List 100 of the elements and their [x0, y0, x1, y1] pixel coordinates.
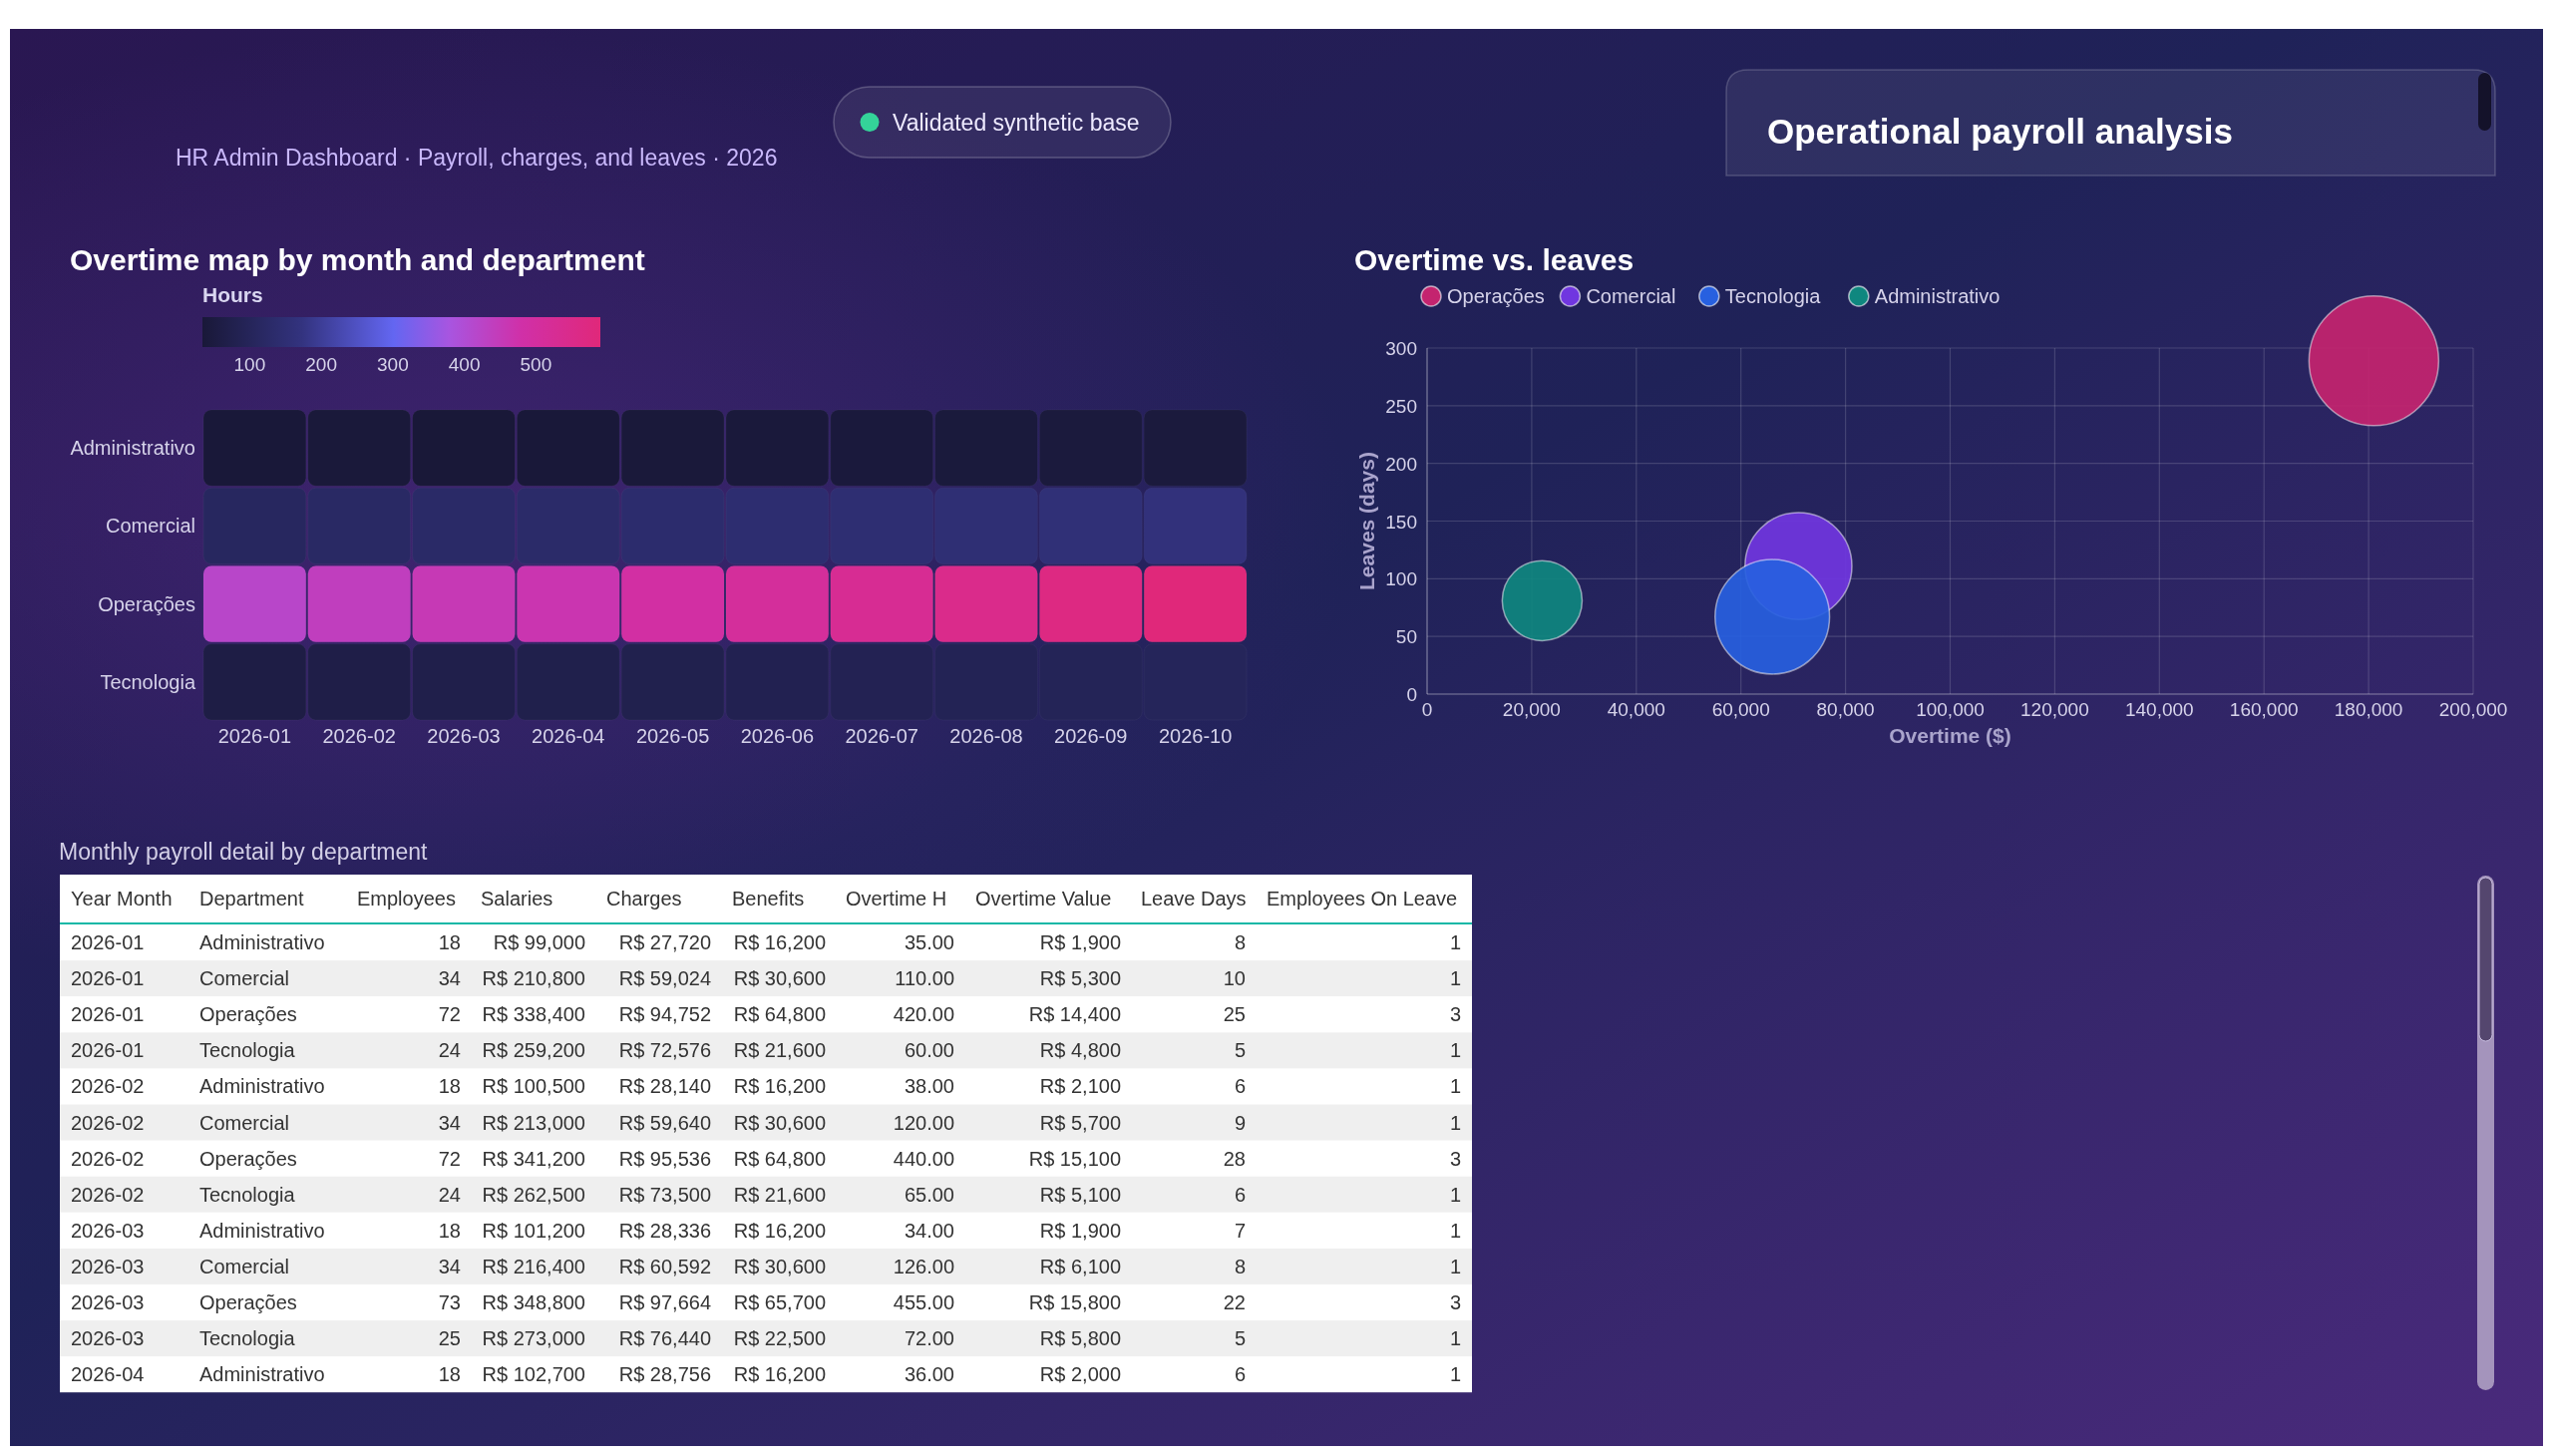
text: 1: [1449, 1111, 1461, 1134]
text: 5: [1234, 1327, 1246, 1350]
text: Administrativo: [199, 931, 325, 953]
y-tick-label: 150: [1385, 511, 1417, 533]
text: 34: [438, 1255, 461, 1277]
text: 3: [1449, 1003, 1461, 1026]
category-label: Charges: [606, 888, 682, 910]
text: R$ 64,800: [733, 1003, 826, 1026]
text: R$ 1,900: [1039, 931, 1121, 953]
text: 126.00: [893, 1255, 954, 1277]
text: R$ 216,400: [482, 1255, 585, 1277]
text: 1: [1449, 967, 1461, 990]
text: Tecnologia: [199, 1183, 295, 1206]
text: R$ 59,024: [618, 967, 711, 990]
text: 8: [1234, 931, 1246, 953]
text: R$ 1,900: [1039, 1219, 1121, 1242]
x-tick-label: 2026-09: [1054, 725, 1128, 747]
text: 24: [438, 1183, 461, 1206]
chart-title: Overtime map by month and department: [70, 243, 645, 276]
color-bar-label: 200: [305, 354, 337, 375]
text: R$ 28,140: [618, 1075, 711, 1098]
text: 2026-03: [71, 1255, 145, 1277]
text: R$ 27,720: [618, 931, 711, 953]
text: 72: [438, 1003, 461, 1026]
text: R$ 28,756: [618, 1363, 711, 1386]
text: 72.00: [904, 1327, 954, 1350]
text: R$ 64,800: [733, 1147, 826, 1170]
y-tick-label: 250: [1385, 395, 1417, 417]
text: 8: [1234, 1255, 1246, 1277]
text: 18: [438, 1363, 461, 1386]
text: 6: [1234, 1075, 1246, 1098]
text: 1: [1449, 1075, 1461, 1098]
color-bar-label: 500: [520, 354, 552, 375]
x-tick-label: 2026-04: [532, 725, 605, 747]
text: HR Admin Dashboard · Payroll, charges, and leaves · 2026: [176, 145, 778, 171]
x-tick-label: 20,000: [1502, 699, 1561, 720]
text: R$ 15,800: [1028, 1291, 1121, 1313]
x-tick-label: 0: [1421, 699, 1433, 720]
text: R$ 28,336: [618, 1219, 711, 1242]
text: R$ 5,100: [1039, 1183, 1121, 1206]
text: 73: [438, 1291, 461, 1313]
text: R$ 5,300: [1039, 967, 1121, 990]
text: R$ 6,100: [1039, 1255, 1121, 1277]
text: Comercial: [199, 1255, 290, 1277]
text: 34: [438, 967, 461, 990]
text: Tecnologia: [199, 1039, 295, 1062]
text: 35.00: [904, 931, 954, 953]
text: R$ 100,500: [482, 1075, 585, 1098]
legend-label: Comercial: [1586, 285, 1676, 307]
text: Monthly payroll detail by department: [59, 839, 429, 865]
text: Administrativo: [199, 1363, 325, 1386]
text: 24: [438, 1039, 461, 1062]
text: 34.00: [904, 1219, 954, 1242]
text: Administrativo: [199, 1219, 325, 1242]
text: R$ 16,200: [733, 1075, 826, 1098]
text: Operações: [199, 1147, 297, 1170]
category-label: Benefits: [732, 888, 805, 910]
text: Comercial: [199, 967, 290, 990]
x-tick-label: 2026-05: [635, 725, 710, 747]
text: 455.00: [893, 1291, 954, 1313]
text: R$ 102,700: [482, 1363, 585, 1386]
text: 2026-02: [71, 1183, 145, 1206]
text: 2026-03: [71, 1219, 145, 1242]
text: Operações: [199, 1291, 297, 1313]
text: 28: [1223, 1147, 1246, 1170]
x-tick-label: 180,000: [2334, 699, 2403, 720]
text: 440.00: [893, 1147, 954, 1170]
text: Administrativo: [199, 1075, 325, 1098]
text: 420.00: [893, 1003, 954, 1026]
text: R$ 5,700: [1039, 1111, 1121, 1134]
category-label: Overtime H: [846, 888, 947, 910]
text: 2026-03: [71, 1327, 145, 1350]
x-tick-label: 2026-08: [949, 725, 1023, 747]
text: R$ 30,600: [733, 1111, 826, 1134]
y-tick-label: Tecnologia: [100, 670, 196, 693]
y-tick-label: 200: [1385, 453, 1417, 475]
text: 34: [438, 1111, 461, 1134]
text: R$ 4,800: [1039, 1039, 1121, 1062]
text: 5: [1234, 1039, 1246, 1062]
text: R$ 5,800: [1039, 1327, 1121, 1350]
text: R$ 213,000: [482, 1111, 585, 1134]
text: R$ 16,200: [733, 931, 826, 953]
category-label: Year Month: [71, 888, 173, 910]
category-label: Employees On Leave: [1267, 888, 1458, 910]
category-label: Overtime Value: [975, 888, 1112, 910]
text: R$ 65,700: [733, 1291, 826, 1313]
text: 2026-01: [71, 1003, 145, 1026]
legend-label: Tecnologia: [1724, 285, 1822, 307]
text: 36.00: [904, 1363, 954, 1386]
text: 10: [1223, 967, 1246, 990]
text: 2026-04: [71, 1363, 145, 1386]
text: R$ 76,440: [618, 1327, 711, 1350]
text: 2026-01: [71, 931, 145, 953]
y-tick-label: Comercial: [105, 515, 195, 538]
text: 25: [1223, 1003, 1246, 1026]
text: 1: [1449, 1255, 1461, 1277]
text: 18: [438, 931, 461, 953]
text: 9: [1234, 1111, 1246, 1134]
chart-title: Overtime vs. leaves: [1354, 243, 1635, 276]
text: 6: [1234, 1183, 1246, 1206]
